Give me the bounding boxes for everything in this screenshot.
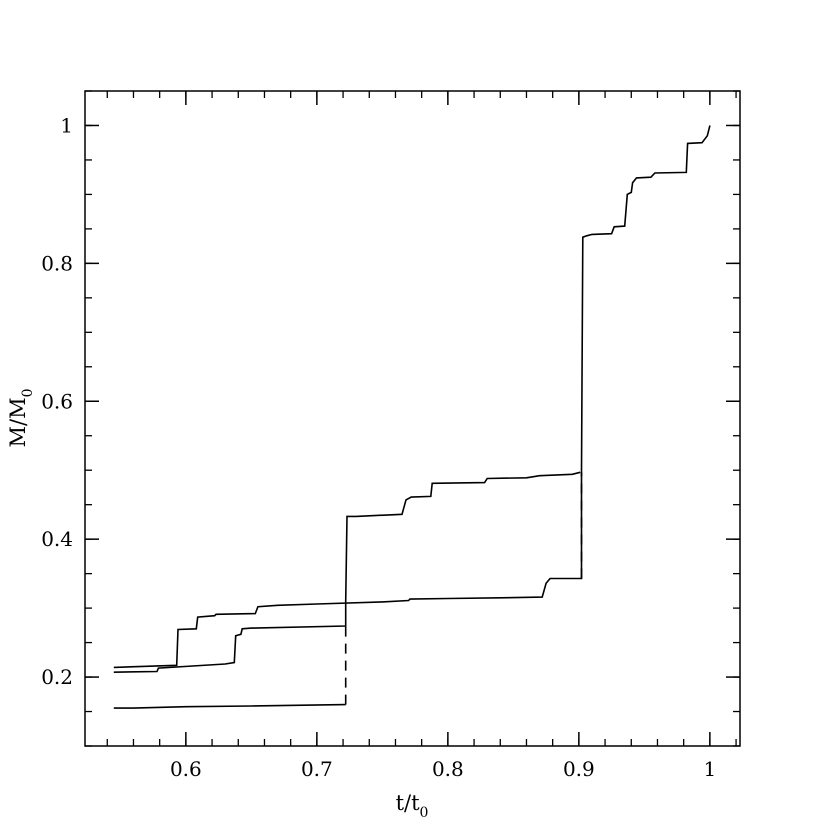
y-tick-label: 0.2 [41, 665, 73, 689]
x-tick-label: 0.9 [563, 757, 595, 781]
y-tick-label: 0.6 [41, 389, 73, 413]
x-tick-label: 0.8 [432, 757, 464, 781]
y-tick-label: 1 [60, 113, 73, 137]
mass-history-line-1 [113, 125, 711, 669]
x-tick-label: 0.7 [301, 757, 333, 781]
tick-labels: 0.6 0.7 0.8 0.9 1 0.2 0.4 0.6 0.8 1 [41, 113, 716, 781]
y-tick-label: 0.8 [41, 251, 73, 275]
mass-history-line-3 [113, 703, 346, 709]
plot-frame [84, 90, 741, 747]
axis-ticks [85, 90, 740, 747]
series-layer [113, 125, 711, 709]
x-tick-label: 1 [704, 757, 717, 781]
y-tick-label: 0.4 [41, 527, 73, 551]
mass-history-line-2 [113, 471, 581, 673]
x-axis-label: t/t0 [396, 791, 429, 821]
x-tick-label: 0.6 [170, 757, 202, 781]
y-axis-label: M/M0 [6, 388, 36, 447]
